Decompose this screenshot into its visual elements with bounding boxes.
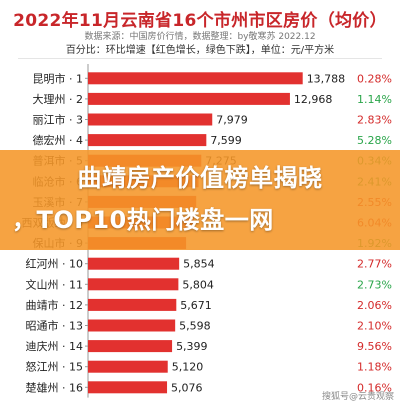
value-label: 5,598: [179, 320, 211, 333]
headline-line-2: ，TOP10热门楼盘一网: [12, 206, 274, 234]
value-label: 5,076: [171, 381, 203, 394]
headline-banner: [0, 150, 400, 250]
change-label: 2.83%: [357, 114, 392, 127]
value-label: 5,804: [182, 278, 214, 291]
change-label: 2.73%: [357, 278, 392, 291]
chart-note: 百分比：环比增速【红色增长，绿色下跌】，单位：元/平方米: [65, 45, 335, 56]
bar: [88, 319, 176, 332]
category-label: 昆明市 · 1: [33, 71, 84, 85]
value-label: 5,120: [172, 361, 204, 374]
bar: [88, 134, 207, 147]
category-label: 文山州 · 11: [26, 277, 84, 291]
bar: [88, 72, 303, 85]
chart-header: 2022年11月云南省16个市州市区房价（均价） 数据来源：中国房价行情，数据整…: [0, 0, 400, 60]
value-label: 5,671: [180, 299, 212, 312]
bar: [88, 113, 213, 126]
category-label: 红河州 · 10: [26, 258, 84, 271]
value-label: 7,599: [210, 134, 242, 147]
watermark: 搜狐号@云贵观察: [321, 392, 394, 402]
bar: [88, 257, 180, 270]
category-label: 曲靖市 · 12: [26, 298, 84, 312]
chart-title: 2022年11月云南省16个市州市区房价（均价）: [13, 11, 387, 31]
value-label: 13,788: [307, 72, 346, 85]
value-label: 7,979: [216, 114, 248, 127]
chart-source: 数据来源：中国房价行情，数据整理：by敬寒苏 2022.12: [84, 32, 316, 42]
change-label: 5.28%: [357, 134, 392, 147]
change-label: 0.16%: [357, 381, 392, 394]
change-label: 2.77%: [357, 258, 392, 271]
value-label: 5,854: [183, 258, 215, 271]
value-label: 12,968: [294, 93, 333, 106]
category-label: 楚雄州 · 16: [26, 380, 84, 394]
category-label: 德宏州 · 4: [33, 133, 84, 147]
change-label: 2.10%: [357, 320, 392, 333]
bar: [88, 92, 290, 105]
headline-line-1: 曲靖房产价值榜单揭晓: [77, 164, 323, 192]
bar: [88, 298, 177, 311]
category-label: 迪庆州 · 14: [26, 339, 84, 353]
header-divider: [18, 58, 382, 59]
bar: [88, 278, 179, 291]
change-label: 0.28%: [357, 72, 392, 85]
change-label: 1.14%: [357, 93, 392, 106]
change-label: 1.18%: [357, 361, 392, 374]
change-label: 9.56%: [357, 340, 392, 353]
category-label: 丽江市 · 3: [33, 113, 84, 127]
category-label: 怒江州 · 15: [26, 360, 84, 374]
change-label: 2.06%: [357, 299, 392, 312]
category-label: 大理州 · 2: [33, 92, 84, 106]
value-label: 5,399: [176, 340, 208, 353]
bar: [88, 360, 168, 373]
bar: [88, 340, 173, 353]
bar: [88, 381, 168, 394]
category-label: 昭通市 · 13: [26, 319, 84, 333]
